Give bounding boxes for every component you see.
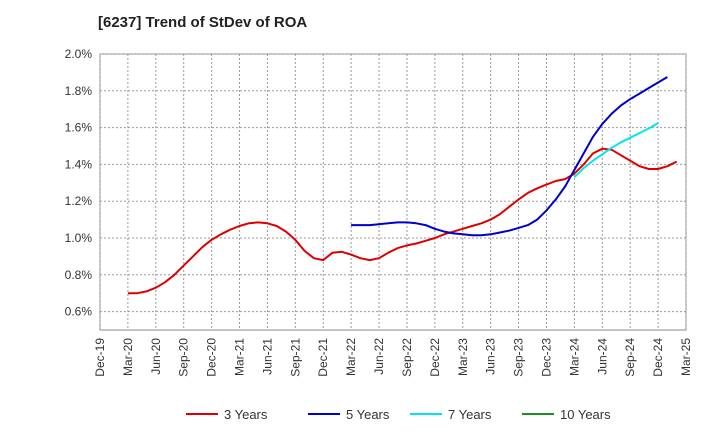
x-tick-label: Jun-21	[260, 338, 274, 375]
x-tick-label: Sep-20	[177, 338, 191, 377]
x-tick-label: Sep-24	[623, 338, 637, 377]
y-tick-label: 1.6%	[65, 121, 93, 135]
x-tick-label: Jun-20	[149, 338, 163, 375]
legend-label: 3 Years	[224, 407, 268, 422]
x-tick-label: Dec-20	[205, 338, 219, 377]
legend-label: 10 Years	[560, 407, 611, 422]
legend-label: 7 Years	[448, 407, 492, 422]
y-tick-label: 1.2%	[65, 194, 93, 208]
x-tick-label: Jun-22	[372, 338, 386, 375]
x-tick-label: Sep-22	[400, 338, 414, 377]
x-tick-label: Mar-24	[567, 338, 581, 376]
x-tick-label: Mar-25	[679, 338, 693, 376]
legend-label: 5 Years	[346, 407, 390, 422]
y-tick-label: 0.8%	[65, 268, 93, 282]
chart-title: [6237] Trend of StDev of ROA	[98, 14, 308, 31]
x-tick-label: Mar-23	[456, 338, 470, 376]
y-tick-label: 1.8%	[65, 84, 93, 98]
series-line-3-years	[127, 147, 678, 295]
series-line-5-years	[351, 76, 668, 237]
x-tick-label: Mar-20	[121, 338, 135, 376]
x-tick-label: Dec-19	[93, 338, 107, 377]
x-tick-label: Sep-23	[512, 338, 526, 377]
x-tick-label: Jun-24	[595, 338, 609, 375]
x-tick-label: Dec-23	[539, 338, 553, 377]
plot-area	[99, 53, 687, 331]
x-tick-label: Mar-22	[344, 338, 358, 376]
x-tick-label: Jun-23	[484, 338, 498, 375]
x-tick-label: Sep-21	[288, 338, 302, 377]
series-line-7-years	[573, 122, 659, 179]
y-tick-label: 1.4%	[65, 157, 93, 171]
y-tick-label: 2.0%	[65, 47, 93, 61]
x-tick-label: Dec-24	[651, 338, 665, 377]
y-tick-label: 1.0%	[65, 231, 93, 245]
y-tick-label: 0.6%	[65, 305, 93, 319]
x-tick-label: Dec-22	[428, 338, 442, 377]
x-tick-label: Dec-21	[316, 338, 330, 377]
x-tick-label: Mar-21	[233, 338, 247, 376]
